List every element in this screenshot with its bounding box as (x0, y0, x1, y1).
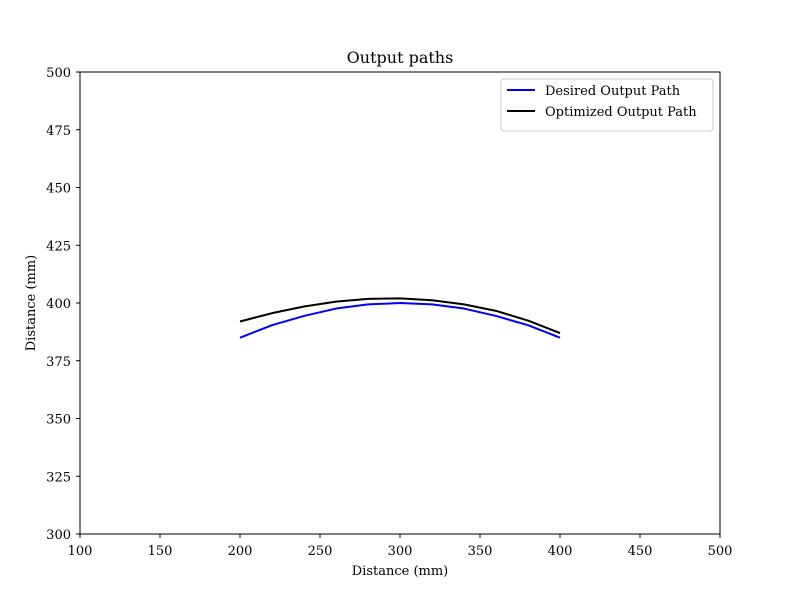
y-tick-label: 325 (46, 470, 71, 485)
x-tick-label: 100 (68, 544, 93, 559)
series-layer (239, 297, 561, 339)
x-tick-label: 450 (628, 544, 653, 559)
x-tick-label: 350 (468, 544, 493, 559)
x-tick-label: 200 (228, 544, 253, 559)
x-tick-label: 500 (708, 544, 733, 559)
x-axis-ticks: 100 150 200 250 300 350 400 450 500 (68, 534, 733, 559)
x-tick-label: 300 (388, 544, 413, 559)
y-tick-label: 400 (46, 297, 71, 312)
x-tick-label: 400 (548, 544, 573, 559)
legend-label-1: Desired Output Path (545, 84, 681, 99)
y-tick-label: 350 (46, 413, 71, 428)
legend: Desired Output Path Optimized Output Path (500, 78, 714, 132)
x-tick-label: 250 (308, 544, 333, 559)
x-tick-label: 150 (148, 544, 173, 559)
y-tick-label: 300 (46, 528, 71, 543)
x-axis-label: Distance (mm) (352, 564, 449, 579)
y-tick-label: 450 (46, 182, 71, 197)
legend-label-2: Optimized Output Path (545, 105, 697, 120)
y-axis-label: Distance (mm) (24, 255, 39, 352)
series-line-2 (239, 297, 561, 334)
y-axis-ticks: 300 325 350 375 400 425 450 475 500 (46, 66, 80, 543)
legend-box (500, 78, 714, 132)
y-tick-label: 475 (46, 124, 71, 139)
y-tick-label: 500 (46, 66, 71, 81)
y-tick-label: 425 (46, 239, 71, 254)
chart-title: Output paths (347, 48, 454, 67)
series-line-1 (239, 302, 561, 339)
y-tick-label: 375 (46, 355, 71, 370)
